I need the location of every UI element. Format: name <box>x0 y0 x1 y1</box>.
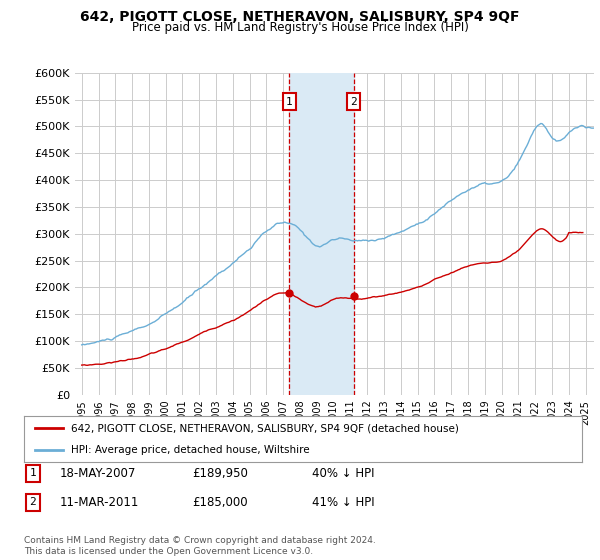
Text: 1: 1 <box>286 97 293 107</box>
Text: 40% ↓ HPI: 40% ↓ HPI <box>312 466 374 480</box>
Text: HPI: Average price, detached house, Wiltshire: HPI: Average price, detached house, Wilt… <box>71 445 310 455</box>
Bar <box>289 73 353 395</box>
Text: 18-MAY-2007: 18-MAY-2007 <box>60 466 136 480</box>
Text: 41% ↓ HPI: 41% ↓ HPI <box>312 496 374 509</box>
Text: 2: 2 <box>29 497 37 507</box>
Text: Price paid vs. HM Land Registry's House Price Index (HPI): Price paid vs. HM Land Registry's House … <box>131 21 469 34</box>
Text: £189,950: £189,950 <box>192 466 248 480</box>
Text: 2: 2 <box>350 97 357 107</box>
Text: 642, PIGOTT CLOSE, NETHERAVON, SALISBURY, SP4 9QF: 642, PIGOTT CLOSE, NETHERAVON, SALISBURY… <box>80 10 520 24</box>
Text: Contains HM Land Registry data © Crown copyright and database right 2024.
This d: Contains HM Land Registry data © Crown c… <box>24 536 376 556</box>
Text: £185,000: £185,000 <box>192 496 248 509</box>
Text: 11-MAR-2011: 11-MAR-2011 <box>60 496 139 509</box>
Text: 1: 1 <box>29 468 37 478</box>
Text: 642, PIGOTT CLOSE, NETHERAVON, SALISBURY, SP4 9QF (detached house): 642, PIGOTT CLOSE, NETHERAVON, SALISBURY… <box>71 423 460 433</box>
